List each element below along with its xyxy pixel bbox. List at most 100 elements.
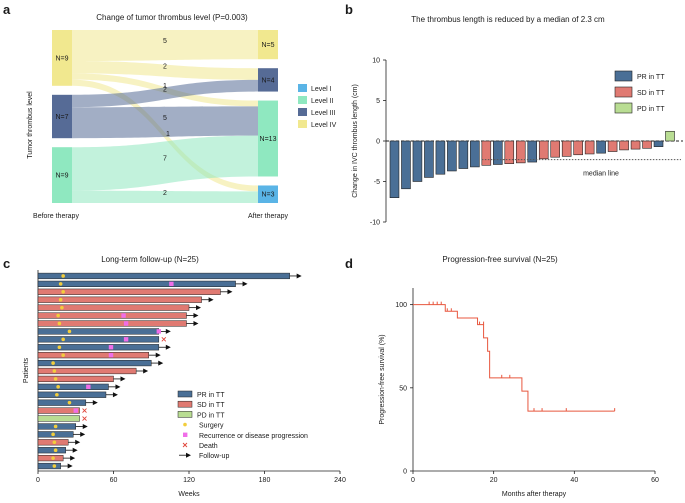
x-tick-label: 180 [259, 477, 271, 484]
follow-up-arrowhead [75, 439, 81, 445]
surgery-marker [56, 385, 60, 389]
x-tick-label: 60 [651, 477, 659, 484]
x-axis-label: Weeks [178, 491, 200, 498]
legend-label: PD in TT [637, 106, 665, 113]
sankey-flow [72, 190, 258, 203]
legend-label: PR in TT [637, 74, 665, 81]
surgery-marker [56, 313, 60, 318]
surgery-marker [58, 282, 63, 286]
after-node [258, 100, 278, 177]
follow-up-arrowhead [242, 281, 248, 287]
waterfall-bar [527, 140, 538, 163]
sankey-flow [72, 30, 258, 61]
y-tick-label: -5 [374, 179, 380, 186]
legend-swatch [298, 120, 307, 128]
legend-label: SD in TT [637, 90, 665, 97]
progression-marker [86, 384, 91, 390]
patient-bar [37, 328, 160, 335]
follow-up-arrowhead [155, 352, 161, 358]
follow-up-arrowhead [120, 376, 126, 382]
flow-count-label: 5 [163, 115, 167, 122]
x-tick-label: 0 [36, 477, 40, 484]
patient-bar [37, 447, 66, 454]
patient-bar [37, 383, 109, 390]
panel-c-label: c [3, 256, 10, 271]
legend-death-marker [182, 442, 188, 448]
y-tick-label: 10 [372, 58, 380, 65]
surgery-marker [67, 400, 72, 405]
surgery-marker [51, 456, 55, 460]
follow-up-arrowhead [158, 360, 164, 366]
follow-up-arrowhead [80, 431, 86, 437]
panel-c-title: Long-term follow-up (N=25) [101, 255, 199, 264]
x-tick-label: 0 [411, 477, 415, 484]
waterfall-bar [561, 140, 572, 157]
follow-up-arrowhead [227, 289, 233, 295]
panel-b-label: b [345, 2, 353, 17]
surgery-marker [52, 440, 57, 445]
death-marker [82, 408, 87, 413]
flow-count-label: 7 [163, 155, 167, 162]
before-node [52, 30, 72, 86]
legend-label: SD in TT [197, 402, 225, 409]
median-label: median line [583, 171, 619, 178]
legend-swatch [177, 400, 193, 408]
surgery-marker [53, 424, 58, 429]
surgery-marker [51, 361, 55, 365]
follow-up-arrowhead [193, 320, 199, 326]
after-node [258, 185, 278, 203]
follow-up-arrowhead [143, 368, 149, 374]
y-tick-label: 50 [399, 385, 407, 392]
surgery-marker [51, 432, 55, 437]
x-tick-label: 40 [570, 477, 578, 484]
follow-up-arrowhead [196, 305, 201, 311]
follow-up-arrowhead [165, 328, 171, 334]
waterfall-bar [550, 140, 560, 158]
legend-progression-marker [183, 432, 188, 437]
progression-marker [123, 321, 129, 326]
panel-a-title: Change of tumor thrombus level (P=0.003) [96, 13, 248, 22]
progression-marker [108, 345, 114, 350]
follow-up-arrowhead [67, 463, 73, 469]
y-tick-label: -10 [370, 220, 380, 227]
patient-bar [37, 407, 80, 414]
follow-up-arrowhead [112, 392, 118, 398]
legend-swatch [298, 96, 307, 104]
waterfall-bar [470, 140, 480, 168]
patient-bar [37, 336, 160, 343]
waterfall-bar [493, 140, 503, 165]
surgery-marker [61, 353, 65, 357]
death-marker [82, 416, 87, 421]
legend-label: Level III [311, 110, 336, 117]
waterfall-bar [389, 140, 400, 199]
legend-label: Level II [311, 98, 334, 105]
surgery-marker [53, 377, 58, 381]
legend-label: Recurrence or disease progression [199, 433, 308, 440]
sankey-flow [72, 135, 258, 191]
follow-up-arrowhead [92, 400, 98, 406]
surgery-marker [52, 464, 57, 468]
x-tick-label: 120 [183, 477, 195, 484]
follow-up-arrowhead [70, 455, 76, 461]
waterfall-bar [435, 140, 446, 175]
y-tick-label: 100 [395, 302, 407, 309]
patient-bar [37, 344, 160, 351]
node-label: N=5 [261, 42, 274, 49]
surgery-marker [57, 321, 62, 326]
y-axis-label: Change in IVC thrombus length (cm) [352, 84, 359, 198]
y-tick-label: 0 [376, 139, 380, 146]
panel-d-label: d [345, 256, 353, 271]
legend-label: Follow-up [199, 453, 229, 460]
follow-up-arrowhead [193, 313, 199, 319]
death-marker [161, 337, 167, 342]
surgery-marker [57, 345, 62, 350]
flow-count-label: 5 [163, 38, 167, 45]
legend-swatch [614, 70, 633, 82]
progression-marker [169, 281, 174, 287]
legend-swatch [614, 102, 633, 114]
patient-bar [37, 455, 64, 462]
surgery-marker [55, 392, 59, 397]
before-node [52, 94, 72, 139]
node-label: N=9 [55, 173, 68, 180]
